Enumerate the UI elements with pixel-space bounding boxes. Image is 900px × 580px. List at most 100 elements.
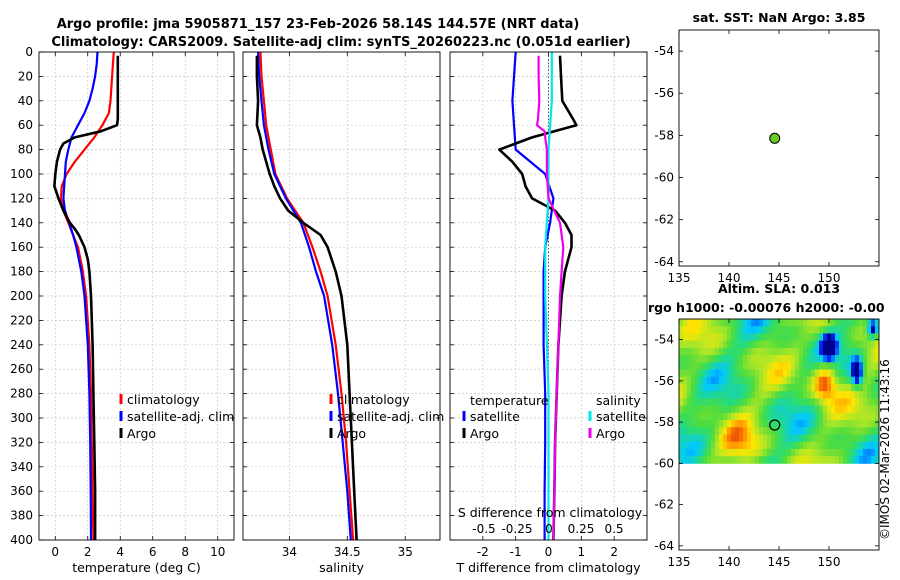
heatmap-cell bbox=[827, 398, 832, 407]
heatmap-cell bbox=[687, 448, 692, 457]
heatmap-cell bbox=[763, 434, 768, 443]
heatmap-cell bbox=[687, 405, 692, 414]
heatmap-cell bbox=[807, 355, 812, 363]
heatmap-cell bbox=[775, 391, 780, 399]
heatmap-cell bbox=[759, 383, 764, 392]
heatmap-cell bbox=[819, 448, 824, 457]
heatmap-cell bbox=[719, 383, 724, 392]
heatmap-cell bbox=[743, 333, 748, 342]
heatmap-cell bbox=[695, 347, 700, 356]
heatmap-cell bbox=[779, 362, 784, 370]
heatmap-cell bbox=[747, 420, 752, 428]
heatmap-cell bbox=[715, 420, 720, 428]
heatmap-cell bbox=[751, 376, 756, 385]
heatmap-cell bbox=[851, 333, 856, 342]
heatmap-cell bbox=[779, 326, 784, 334]
heatmap-cell bbox=[687, 326, 692, 334]
heatmap-cell bbox=[751, 355, 756, 363]
heatmap-cell bbox=[759, 427, 764, 435]
heatmap-cell bbox=[719, 441, 724, 450]
heatmap-cell bbox=[767, 412, 772, 421]
heatmap-cell bbox=[735, 434, 740, 443]
heatmap-cell bbox=[791, 420, 796, 428]
heatmap-cell bbox=[747, 434, 752, 443]
heatmap-cell bbox=[859, 427, 864, 435]
heatmap-cell bbox=[687, 369, 692, 378]
heatmap-cell bbox=[831, 391, 836, 399]
heatmap-cell bbox=[735, 456, 740, 464]
heatmap-cell bbox=[851, 456, 856, 464]
legend-label: Argo bbox=[337, 426, 366, 441]
heatmap-cell bbox=[695, 427, 700, 435]
heatmap-cell bbox=[843, 369, 848, 378]
heatmap-cell bbox=[687, 434, 692, 443]
heatmap-cell bbox=[739, 333, 744, 342]
heatmap-cell bbox=[775, 412, 780, 421]
heatmap-cell bbox=[807, 448, 812, 457]
heatmap-cell bbox=[855, 340, 860, 349]
heatmap-cell bbox=[775, 347, 780, 356]
heatmap-cell bbox=[863, 362, 868, 370]
y-tick-label: 200 bbox=[10, 289, 33, 303]
heatmap-cell bbox=[743, 355, 748, 363]
heatmap-cell bbox=[743, 376, 748, 385]
heatmap-cell bbox=[803, 326, 808, 334]
heatmap-cell bbox=[859, 376, 864, 385]
heatmap-cell bbox=[715, 456, 720, 464]
argo-line bbox=[53, 55, 120, 540]
heatmap-cell bbox=[767, 391, 772, 399]
heatmap-cell bbox=[871, 434, 876, 443]
heatmap-cell bbox=[831, 420, 836, 428]
heatmap-cell bbox=[811, 434, 816, 443]
heatmap-cell bbox=[871, 383, 876, 392]
heatmap-cell bbox=[707, 427, 712, 435]
heatmap-cell bbox=[875, 405, 880, 414]
y-tick-label: -64 bbox=[654, 539, 674, 553]
heatmap-cell bbox=[791, 369, 796, 378]
heatmap-cell bbox=[699, 383, 704, 392]
heatmap-cell bbox=[863, 340, 868, 349]
heatmap-cell bbox=[799, 326, 804, 334]
heatmap-cell bbox=[691, 319, 696, 327]
heatmap-cell bbox=[719, 405, 724, 414]
heatmap-cell bbox=[735, 355, 740, 363]
heatmap-cell bbox=[831, 405, 836, 414]
heatmap-cell bbox=[823, 434, 828, 443]
heatmap-cell bbox=[831, 319, 836, 327]
heatmap-cell bbox=[843, 383, 848, 392]
heatmap-cell bbox=[691, 427, 696, 435]
y-tick-label: -54 bbox=[654, 44, 674, 58]
heatmap-cell bbox=[855, 347, 860, 356]
heatmap-cell bbox=[787, 434, 792, 443]
heatmap-cell bbox=[807, 376, 812, 385]
heatmap-cell bbox=[859, 355, 864, 363]
heatmap-cell bbox=[855, 376, 860, 385]
heatmap-cell bbox=[703, 340, 708, 349]
heatmap-cell bbox=[835, 412, 840, 421]
heatmap-cell bbox=[727, 405, 732, 414]
heatmap-cell bbox=[795, 398, 800, 407]
heatmap-cell bbox=[743, 405, 748, 414]
heatmap-cell bbox=[747, 427, 752, 435]
x-tick-label: 150 bbox=[818, 271, 841, 285]
heatmap-cell bbox=[715, 369, 720, 378]
heatmap-cell bbox=[767, 319, 772, 327]
heatmap-cell bbox=[783, 369, 788, 378]
heatmap-cell bbox=[819, 391, 824, 399]
heatmap-cell bbox=[775, 441, 780, 450]
heatmap-cell bbox=[855, 412, 860, 421]
heatmap-cell bbox=[851, 405, 856, 414]
heatmap-cell bbox=[847, 405, 852, 414]
heatmap-cell bbox=[863, 405, 868, 414]
heatmap-cell bbox=[855, 398, 860, 407]
heatmap-cell bbox=[783, 405, 788, 414]
heatmap-cell bbox=[779, 441, 784, 450]
heatmap-cell bbox=[875, 441, 880, 450]
heatmap-cell bbox=[871, 369, 876, 378]
heatmap-cell bbox=[843, 326, 848, 334]
heatmap-cell bbox=[747, 441, 752, 450]
heatmap-cell bbox=[875, 456, 880, 464]
heatmap-cell bbox=[751, 362, 756, 370]
heatmap-cell bbox=[687, 355, 692, 363]
heatmap-cell bbox=[827, 405, 832, 414]
